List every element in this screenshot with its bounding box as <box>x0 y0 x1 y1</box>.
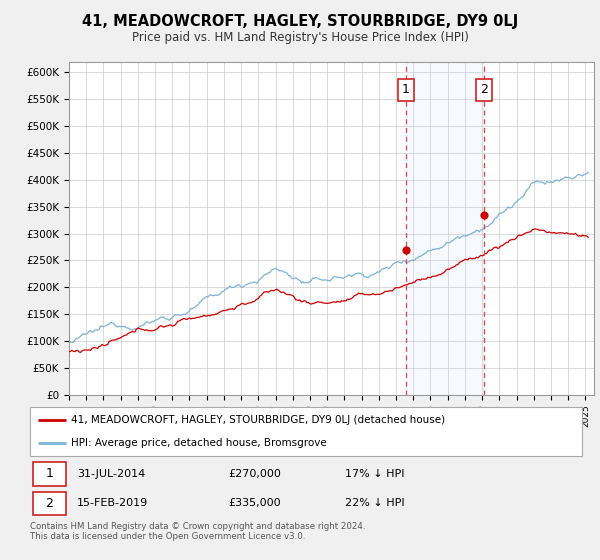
FancyBboxPatch shape <box>30 407 582 456</box>
Bar <box>406 62 484 395</box>
Text: 41, MEADOWCROFT, HAGLEY, STOURBRIDGE, DY9 0LJ: 41, MEADOWCROFT, HAGLEY, STOURBRIDGE, DY… <box>82 14 518 29</box>
Text: 15-FEB-2019: 15-FEB-2019 <box>77 498 148 508</box>
Text: 41, MEADOWCROFT, HAGLEY, STOURBRIDGE, DY9 0LJ (detached house): 41, MEADOWCROFT, HAGLEY, STOURBRIDGE, DY… <box>71 416 446 426</box>
Text: 1: 1 <box>46 468 53 480</box>
Text: £335,000: £335,000 <box>229 498 281 508</box>
Text: HPI: Average price, detached house, Bromsgrove: HPI: Average price, detached house, Brom… <box>71 438 327 448</box>
Text: 17% ↓ HPI: 17% ↓ HPI <box>344 469 404 479</box>
Text: £270,000: £270,000 <box>229 469 281 479</box>
Text: Contains HM Land Registry data © Crown copyright and database right 2024.
This d: Contains HM Land Registry data © Crown c… <box>30 522 365 542</box>
Point <box>401 245 411 254</box>
Text: 2: 2 <box>46 497 53 510</box>
Text: 22% ↓ HPI: 22% ↓ HPI <box>344 498 404 508</box>
Text: 1: 1 <box>402 83 410 96</box>
FancyBboxPatch shape <box>33 462 66 486</box>
Point <box>479 211 489 220</box>
Text: Price paid vs. HM Land Registry's House Price Index (HPI): Price paid vs. HM Land Registry's House … <box>131 31 469 44</box>
FancyBboxPatch shape <box>33 492 66 515</box>
Text: 31-JUL-2014: 31-JUL-2014 <box>77 469 145 479</box>
Text: 2: 2 <box>480 83 488 96</box>
